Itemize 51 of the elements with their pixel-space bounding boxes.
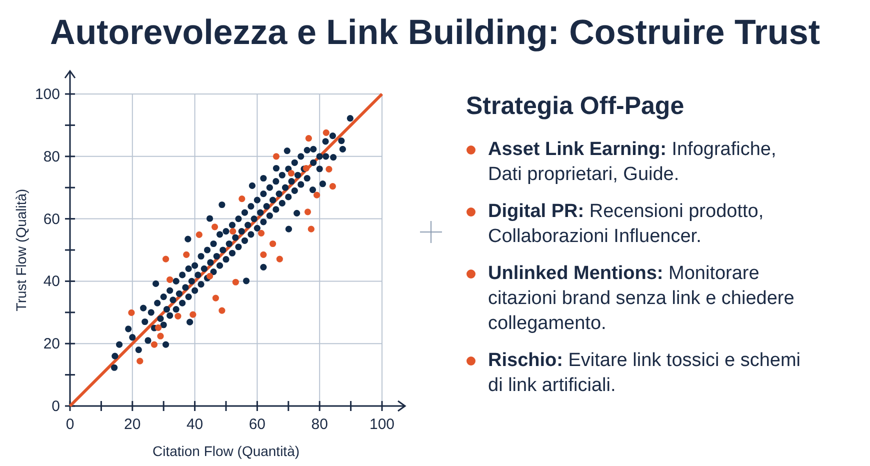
point: [270, 240, 276, 248]
point: [276, 256, 283, 262]
x-tick-label: 80: [311, 416, 328, 433]
chart-title: Autorevolezza e Link Building: Costruire Trust: [50, 13, 820, 52]
text: Digital PR: Recensioni prodotto, Collaborazioni Influencer.: [487, 200, 765, 249]
y-axis-title: Trust Flow (Qualità): [13, 188, 29, 312]
point: [272, 153, 280, 160]
point: [260, 251, 267, 258]
point: [174, 312, 182, 320]
y-tick-label: 100: [34, 86, 60, 103]
point: [136, 358, 144, 364]
point: [196, 231, 202, 238]
point: [308, 226, 314, 232]
point: [232, 278, 239, 286]
point: [162, 256, 170, 262]
point: [218, 307, 226, 314]
point: [326, 166, 332, 172]
y-tick-label: 20: [43, 336, 60, 353]
point: [154, 324, 162, 331]
point: [288, 170, 295, 177]
x-tick-label: 20: [124, 416, 141, 433]
point: [190, 311, 196, 318]
point: [183, 251, 190, 258]
x-tick-label: 100: [369, 416, 395, 433]
point: [157, 332, 164, 340]
point: [128, 309, 135, 316]
point: [211, 224, 218, 230]
text: Unlinked Mentions: Monitorare citazioni brand senza link e chiedere collegamento.: [487, 262, 796, 336]
x-tick-label: 40: [186, 416, 204, 433]
point: [322, 129, 330, 136]
point: [166, 276, 174, 283]
y-tick-label: 60: [43, 210, 60, 228]
text: Asset Link Earning: Infografiche, Dati proprietari, Guide.: [487, 138, 778, 187]
point: [150, 341, 158, 348]
text: Rischio: Evitare link tossici e schemi di link artificiali.: [487, 349, 802, 398]
x-axis-title: Citation Flow (Quantità): [152, 443, 300, 459]
x-tick-label: 0: [66, 416, 74, 433]
y-tick-label: 0: [52, 398, 60, 415]
point: [212, 294, 220, 302]
point: [329, 183, 336, 190]
point: [304, 208, 312, 216]
text: Strategia Off-Page: [466, 92, 686, 121]
point: [238, 196, 246, 202]
point: [206, 272, 214, 280]
y-tick-label: 40: [43, 273, 60, 290]
point: [313, 192, 320, 198]
x-tick-label: 60: [248, 416, 266, 433]
y-tick-label: 80: [43, 148, 60, 166]
point: [305, 135, 312, 142]
point: [230, 228, 236, 235]
point: [258, 230, 265, 236]
